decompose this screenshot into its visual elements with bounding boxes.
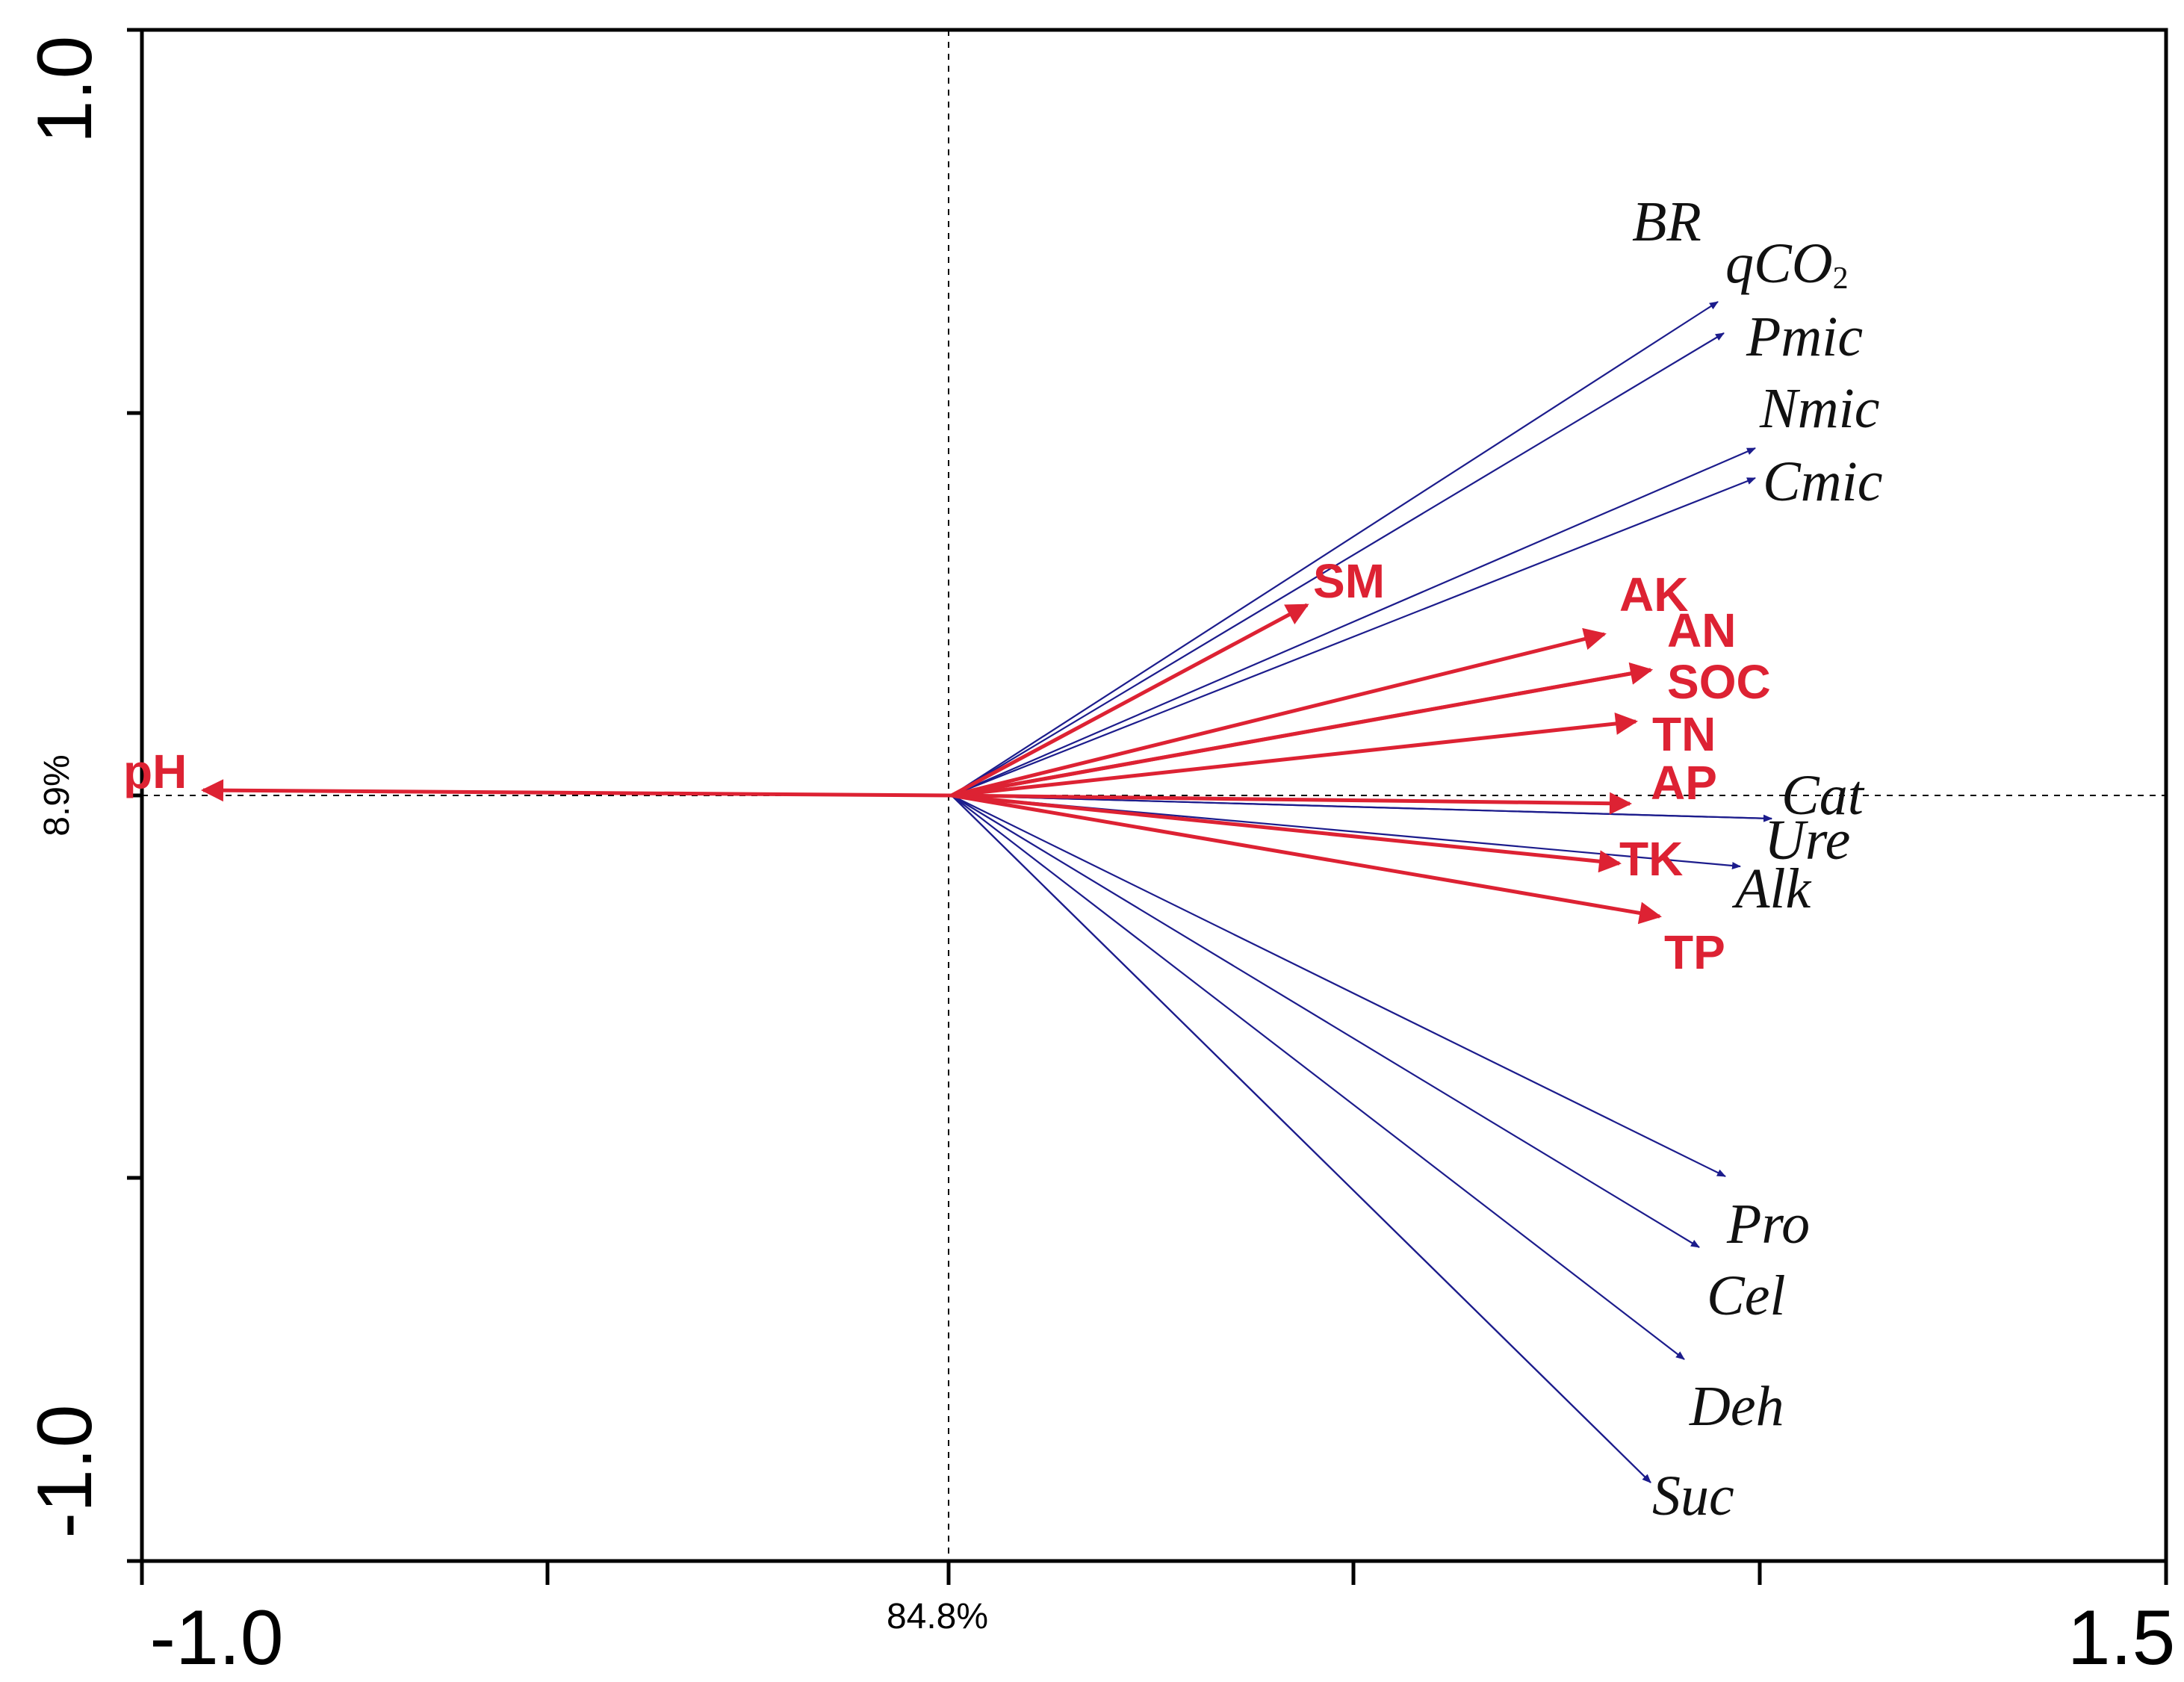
arrow-cat: [951, 794, 1772, 822]
environmental-variable-arrows: [201, 603, 1662, 925]
label-cmic: Cmic: [1763, 450, 1882, 513]
x-tick-label-max: 1.5: [2067, 1595, 2176, 1681]
arrow-alk: [951, 795, 1726, 1177]
arrow-br: [951, 301, 1719, 796]
arrow-suc: [951, 795, 1651, 1483]
label-qco: qCO2: [1725, 232, 1849, 296]
arrow-qco: [951, 332, 1725, 796]
label-suc: Suc: [1652, 1465, 1734, 1527]
label-tp: TP: [1664, 925, 1725, 979]
y-axis-ticks: [127, 28, 142, 1563]
arrow-ph: [201, 779, 952, 802]
y-tick-label-max: 1.0: [22, 36, 108, 144]
label-ph: pH: [123, 745, 187, 798]
label-deh: Deh: [1689, 1375, 1784, 1438]
x-axis-ticks: [140, 1561, 2168, 1585]
label-subscript: 2: [1833, 261, 1849, 296]
y-tick-label-min: -1.0: [22, 1404, 108, 1538]
arrow-tp: [951, 793, 1662, 925]
arrow-cel: [951, 795, 1685, 1360]
label-ak: AK: [1619, 568, 1688, 621]
arrow-soc: [951, 662, 1653, 798]
label-tk: TK: [1619, 832, 1683, 886]
label-pro: Pro: [1726, 1193, 1810, 1256]
x-axis-label: 84.8%: [887, 1597, 988, 1636]
arrow-nmic: [951, 477, 1756, 797]
label-pmic: Pmic: [1746, 305, 1863, 368]
arrow-tk: [951, 793, 1622, 873]
arrow-pmic: [951, 447, 1756, 797]
x-tick-label-min: -1.0: [149, 1595, 283, 1681]
y-axis-label: 8.9%: [37, 754, 77, 836]
label-sm: SM: [1313, 554, 1385, 608]
label-ap: AP: [1651, 756, 1717, 810]
arrow-pro: [951, 795, 1700, 1248]
label-an: AN: [1667, 603, 1736, 657]
label-tn: TN: [1652, 707, 1716, 761]
label-cat: Cat: [1781, 764, 1865, 827]
label-nmic: Nmic: [1759, 377, 1879, 440]
label-cel: Cel: [1707, 1264, 1786, 1327]
response-variable-arrows: [951, 301, 1772, 1483]
label-soc: SOC: [1667, 655, 1771, 709]
arrow-ap: [951, 792, 1632, 815]
label-alk: Alk: [1731, 857, 1812, 920]
arrow-tn: [951, 712, 1638, 798]
label-ure: Ure: [1764, 809, 1850, 872]
arrow-sm: [950, 603, 1309, 798]
label-br: BR: [1632, 190, 1701, 253]
arrow-ak: [951, 627, 1607, 798]
